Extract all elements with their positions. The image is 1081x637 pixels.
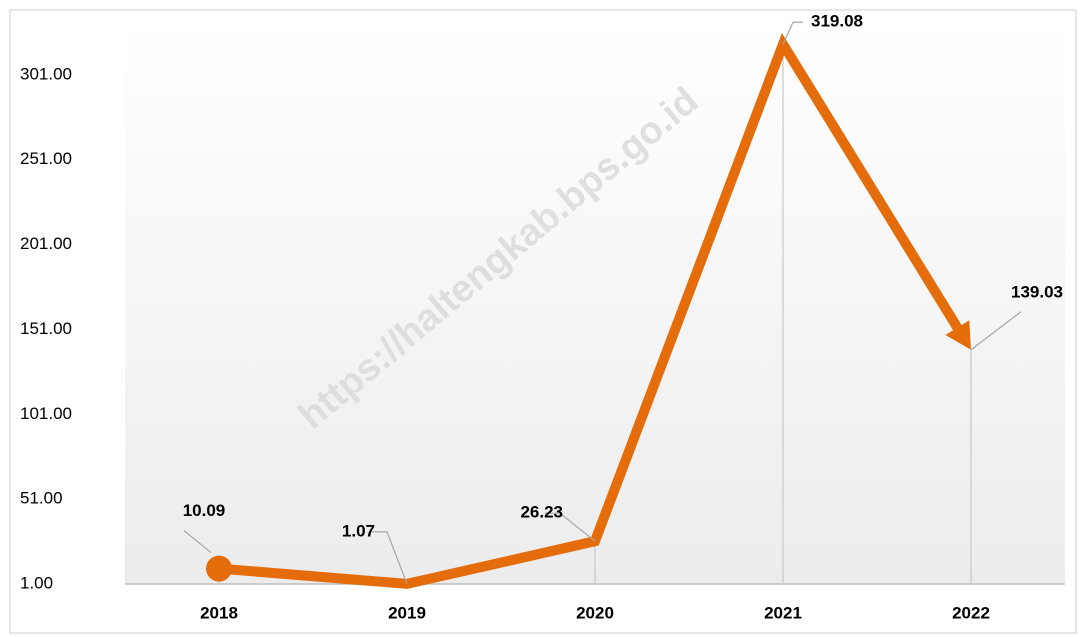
y-tick-label: 51.00 [20,489,63,508]
leader-line [545,512,596,542]
data-label: 139.03 [1011,282,1063,301]
start-marker [206,555,232,582]
leader-line [970,311,1022,351]
y-tick-label: 151.00 [20,319,72,338]
x-tick-label: 2019 [388,603,426,622]
data-label: 1.07 [342,521,375,540]
arrowhead [945,320,971,350]
data-label: 10.09 [183,501,226,520]
data-label: 319.08 [811,12,863,31]
plot-area [125,24,1065,584]
y-tick-label: 301.00 [20,64,72,83]
y-tick-label: 251.00 [20,149,72,168]
leader-line [183,530,212,554]
x-tick-label: 2018 [200,603,238,622]
x-tick-label: 2021 [764,603,802,622]
data-label: 26.23 [520,503,563,522]
y-tick-label: 201.00 [20,234,72,253]
leader-line [372,531,408,585]
y-tick-label: 101.00 [20,404,72,423]
leader-line [782,21,803,45]
y-tick-label: 1.00 [20,573,53,592]
x-tick-label: 2022 [952,603,990,622]
x-tick-label: 2020 [576,603,614,622]
